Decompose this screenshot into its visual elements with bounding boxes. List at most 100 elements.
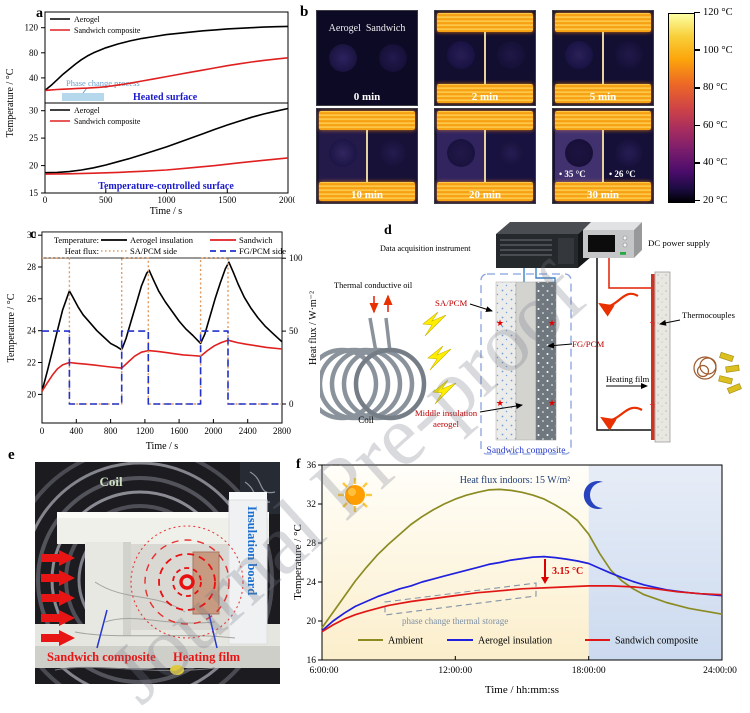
psu-label: DC power supply xyxy=(648,238,711,248)
sa-pcm-layer xyxy=(495,281,517,441)
legend-box xyxy=(41,231,283,259)
svg-text:50: 50 xyxy=(289,326,299,336)
colorbar-tick: 120 °C xyxy=(694,7,733,19)
svg-text:Sandwich composite: Sandwich composite xyxy=(74,26,141,35)
svg-text:2400: 2400 xyxy=(239,426,258,436)
thermocouples-arrow xyxy=(659,319,681,326)
svg-text:1200: 1200 xyxy=(136,426,155,436)
series-group-c xyxy=(41,257,283,405)
sa-pcm-arrow xyxy=(469,303,493,313)
coil-label: Coil xyxy=(358,415,374,425)
middle-aerogel-arrow xyxy=(479,403,523,413)
panel-a-chart: a Temperature / °C 40 80 120 15 20 25 30… xyxy=(5,6,295,217)
fg-pcm-label: FG/PCM xyxy=(572,339,604,349)
panel-c-label: c xyxy=(30,227,36,242)
svg-text:★: ★ xyxy=(496,398,504,408)
svg-text:18:00:00: 18:00:00 xyxy=(572,666,606,676)
heated-surface-note: Heated surface xyxy=(133,92,198,103)
svg-text:0: 0 xyxy=(289,399,294,409)
frame-time: 30 min xyxy=(586,189,620,201)
sandwich-spot xyxy=(379,139,407,167)
daq-label: Data acquisition instrument xyxy=(380,244,471,253)
film-pointer-line xyxy=(208,613,218,649)
colorbar-tick: 80 °C xyxy=(694,82,727,94)
svg-text:Aerogel: Aerogel xyxy=(74,15,101,24)
svg-text:120: 120 xyxy=(25,23,39,33)
heating-film-band xyxy=(437,84,533,103)
svg-text:22: 22 xyxy=(27,358,36,368)
aerogel-spot xyxy=(565,139,593,167)
phase-change-note: Phase change process xyxy=(66,78,140,88)
axis-plot xyxy=(41,231,283,424)
panel-f-chart: f Heat flux indoors: 15 W/m² phase chang… xyxy=(292,457,737,696)
svg-text:24: 24 xyxy=(27,326,37,336)
psu-wire-red xyxy=(608,258,651,289)
series-group-f xyxy=(321,488,723,633)
frame-time: 5 min xyxy=(589,91,617,103)
panel-a-ylabel: Temperature / °C xyxy=(5,68,16,137)
insulation-board-photo-front xyxy=(228,499,268,645)
aerogel-spot-temp: • 35 °C xyxy=(559,169,586,179)
svg-text:24: 24 xyxy=(307,578,317,588)
svg-text:32: 32 xyxy=(307,500,317,510)
svg-text:1000: 1000 xyxy=(158,195,177,205)
panel-e-label: e xyxy=(8,447,15,463)
thermocouples-label: Thermocouples xyxy=(682,310,735,320)
y-axis-ticks-right: 0 50 100 xyxy=(282,253,303,409)
night-region xyxy=(588,465,722,660)
radiant-heat-rings xyxy=(130,525,244,639)
svg-text:★: ★ xyxy=(548,398,556,408)
heating-film-photo-label: Heating film xyxy=(173,650,241,664)
y-axis-ticks-left: 20 22 24 26 28 30 xyxy=(27,230,42,399)
panel-f-xlabel: Time / hh:mm:ss xyxy=(485,684,559,696)
svg-text:Aerogel insulation: Aerogel insulation xyxy=(478,636,552,647)
svg-text:30: 30 xyxy=(27,230,37,240)
y-axis-ticks: 16 20 24 28 32 36 xyxy=(307,461,322,666)
sandwich-composite-photo-label: Sandwich composite xyxy=(47,650,156,664)
insulation-board-photo xyxy=(229,492,267,500)
svg-text:Sandwich: Sandwich xyxy=(239,235,273,245)
sandwich-spot-temp: • 26 °C xyxy=(609,169,636,179)
svg-text:★: ★ xyxy=(548,318,556,328)
series-sandwich-composite xyxy=(321,585,723,633)
dc-power-supply xyxy=(583,222,642,258)
psu-wire-black xyxy=(596,258,651,431)
svg-text:2000: 2000 xyxy=(204,426,223,436)
heating-film-band xyxy=(555,182,651,201)
frame-time: 20 min xyxy=(468,189,502,201)
series-group-a-bottom xyxy=(44,107,289,175)
legend-top-plot: Aerogel Sandwich composite xyxy=(50,15,141,35)
heating-film xyxy=(651,274,655,440)
svg-text:12:00:00: 12:00:00 xyxy=(438,666,472,676)
panel-d-diagram: d Data acquisition instrument DC power s… xyxy=(320,222,742,456)
series-sandwich-composite xyxy=(44,57,289,92)
sandwich-spot xyxy=(497,139,525,167)
sandwich-pointer-line xyxy=(96,609,108,649)
sample-divider xyxy=(366,130,368,182)
heat-flow-arrow xyxy=(598,292,639,317)
sandwich-post-shade xyxy=(123,542,131,636)
sandwich-spot xyxy=(615,41,643,69)
phase-change-label: phase change thermal storage xyxy=(402,616,508,626)
panel-c-ylabel-left: Temperature / °C xyxy=(6,293,17,362)
thermocouple-wires xyxy=(693,356,717,380)
svg-text:Sandwich composite: Sandwich composite xyxy=(615,636,699,647)
delta-arrowhead xyxy=(541,577,549,584)
heating-film-label: Heating film xyxy=(606,374,650,384)
heat-flow-arrows xyxy=(41,550,75,646)
panel-b-label: b xyxy=(300,4,309,20)
axis-plot xyxy=(321,464,723,661)
svg-text:30: 30 xyxy=(29,106,39,116)
svg-text:2800: 2800 xyxy=(273,426,292,436)
sandwich-dashed-box xyxy=(480,273,572,455)
svg-text:SA/PCM side: SA/PCM side xyxy=(130,246,177,256)
svg-text:500: 500 xyxy=(99,195,113,205)
series-aerogel-insulation xyxy=(321,555,723,632)
aerogel-spot xyxy=(329,44,357,72)
thermal-frame-30min: • 35 °C • 26 °C 30 min xyxy=(552,108,654,204)
svg-text:2000: 2000 xyxy=(279,195,295,205)
colorbar-tick: 40 °C xyxy=(694,157,727,169)
insulation-board-label: Insulation board xyxy=(245,506,259,595)
svg-text:16: 16 xyxy=(307,656,317,666)
